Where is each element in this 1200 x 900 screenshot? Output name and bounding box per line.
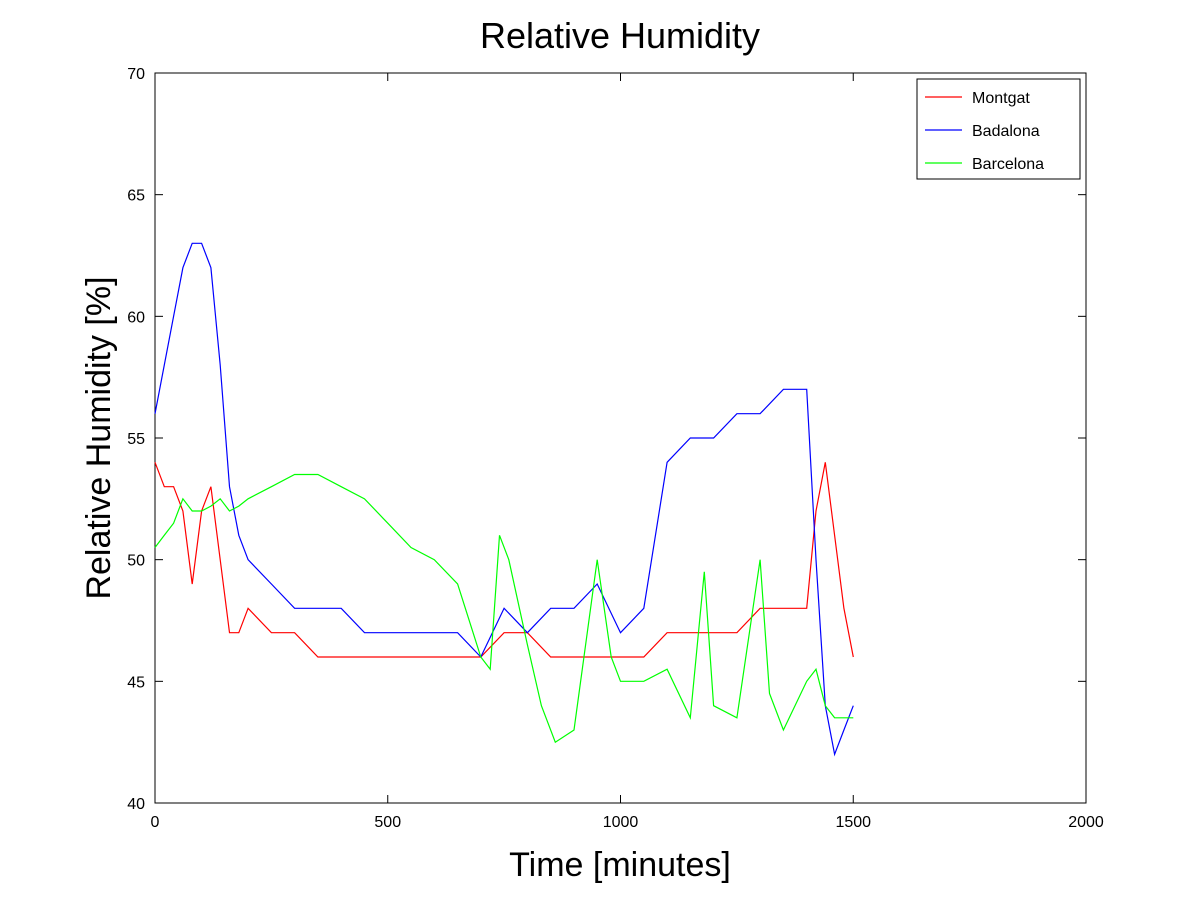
y-tick-label: 45 <box>127 674 145 691</box>
y-axis-ticks: 40 45 50 55 60 65 70 <box>127 66 1086 813</box>
legend-label-badalona: Badalona <box>972 123 1040 140</box>
legend: Montgat Badalona Barcelona <box>916 78 1081 180</box>
x-axis-label: Time [minutes] <box>509 846 731 884</box>
x-tick-label: 1000 <box>603 814 639 831</box>
x-tick-label: 1500 <box>835 814 871 831</box>
x-tick-label: 500 <box>374 814 401 831</box>
x-axis-ticks: 0 500 1000 1500 2000 <box>151 73 1104 831</box>
x-tick-label: 2000 <box>1068 814 1104 831</box>
legend-label-barcelona: Barcelona <box>972 156 1044 173</box>
series-layer <box>154 242 854 757</box>
y-tick-label: 55 <box>127 431 145 448</box>
y-tick-label: 65 <box>127 188 145 205</box>
y-tick-label: 40 <box>127 796 145 813</box>
series-line-barcelona <box>154 473 854 744</box>
chart-title: Relative Humidity <box>480 15 760 56</box>
y-tick-label: 50 <box>127 553 145 570</box>
y-tick-label: 60 <box>127 309 145 326</box>
plot-area <box>154 72 1087 804</box>
y-tick-label: 70 <box>127 66 145 83</box>
plot-frame <box>154 72 1087 804</box>
legend-items: Montgat Badalona Barcelona <box>925 90 1044 173</box>
legend-box <box>916 78 1081 180</box>
y-axis-label: Relative Humidity [%] <box>80 276 118 599</box>
legend-label-montgat: Montgat <box>972 90 1030 107</box>
x-tick-label: 0 <box>151 814 160 831</box>
series-line-montgat <box>154 462 854 658</box>
series-line-badalona <box>154 242 854 757</box>
